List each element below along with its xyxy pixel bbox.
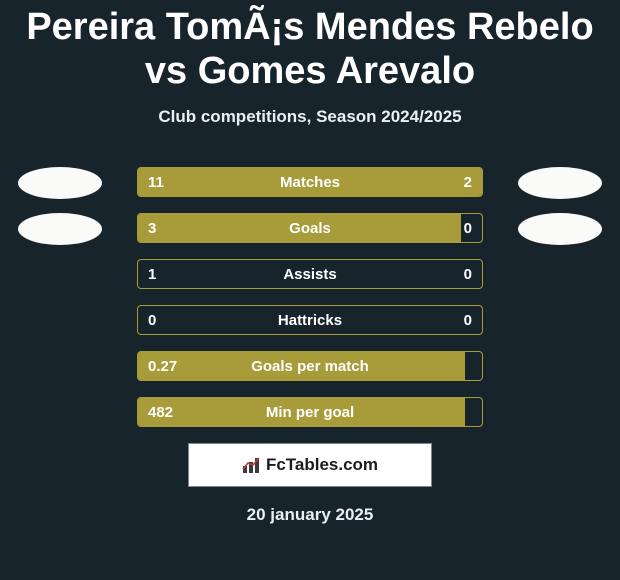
watermark: FcTables.com (188, 443, 432, 487)
stat-row: 0 0Hattricks (137, 305, 483, 335)
date: 20 january 2025 (0, 505, 620, 525)
player-right-avatar-1 (518, 167, 602, 199)
stat-value-right: 0 (464, 260, 472, 288)
stats-area: 112Matches30Goals10Assists00Hattricks0.2… (0, 167, 620, 427)
stat-label: Assists (138, 260, 482, 288)
stat-value-right: 0 (464, 214, 472, 242)
stat-value-right: 0 (464, 306, 472, 334)
stat-fill-left (138, 214, 461, 242)
player-left-avatar-1 (18, 167, 102, 199)
stat-value-left: 482 (148, 398, 173, 426)
stat-value-left: 3 (148, 214, 156, 242)
stat-row: 482Min per goal (137, 397, 483, 427)
stat-fill-left (138, 398, 465, 426)
stat-row: 30Goals (137, 213, 483, 243)
stat-row: 0.27Goals per match (137, 351, 483, 381)
stat-label: Hattricks (138, 306, 482, 334)
stat-row: 112Matches (137, 167, 483, 197)
stat-rows: 112Matches30Goals10Assists00Hattricks0.2… (137, 167, 483, 427)
page-title: Pereira TomÃ¡s Mendes Rebelo vs Gomes Ar… (0, 0, 620, 93)
stat-value-right: 2 (464, 168, 472, 196)
stat-row: 1 0Assists (137, 259, 483, 289)
stat-fill-left (138, 168, 403, 196)
subtitle: Club competitions, Season 2024/2025 (0, 107, 620, 127)
stat-value-left: 1 (148, 260, 156, 288)
watermark-text: FcTables.com (266, 455, 378, 475)
stat-value-left: 0.27 (148, 352, 177, 380)
fctables-icon (242, 456, 260, 474)
player-left-avatar-2 (18, 213, 102, 245)
stat-fill-left (138, 352, 465, 380)
stat-value-left: 11 (148, 168, 164, 196)
stat-value-left: 0 (148, 306, 156, 334)
player-right-avatar-2 (518, 213, 602, 245)
